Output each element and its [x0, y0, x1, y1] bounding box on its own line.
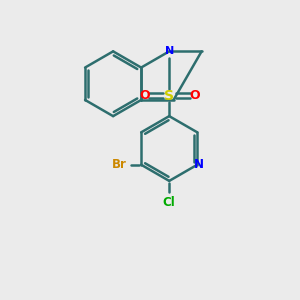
Text: N: N	[165, 46, 174, 56]
Text: Br: Br	[112, 158, 127, 171]
Text: S: S	[164, 88, 174, 103]
Text: O: O	[189, 89, 200, 102]
Text: N: N	[194, 158, 204, 171]
Text: Cl: Cl	[163, 196, 175, 208]
Text: O: O	[139, 89, 149, 102]
